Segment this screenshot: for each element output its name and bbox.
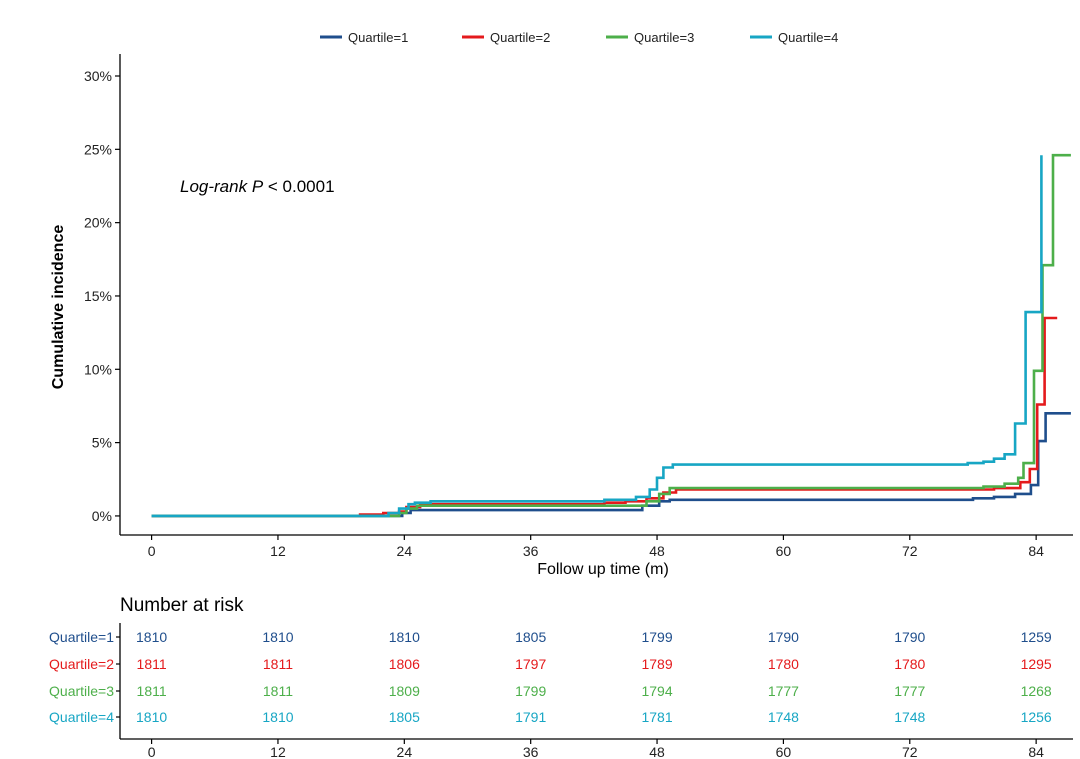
risk-row-label: Quartile=3: [49, 683, 114, 699]
risk-cell: 1810: [262, 709, 293, 725]
risk-x-tick-label: 36: [523, 744, 539, 759]
risk-cell: 1811: [137, 683, 167, 699]
risk-cell: 1748: [768, 709, 799, 725]
risk-x-tick-label: 24: [397, 744, 413, 759]
risk-cell: 1809: [389, 683, 420, 699]
legend-label: Quartile=1: [348, 30, 408, 45]
risk-cell: 1810: [136, 709, 167, 725]
risk-cell: 1790: [894, 629, 925, 645]
risk-x-tick-label: 0: [148, 744, 156, 759]
risk-cell: 1789: [641, 656, 672, 672]
y-tick-label: 5%: [92, 435, 112, 451]
plot-area: 0% 5% 10% 15% 20% 25% 30% 0 12 24 36 48 60 72 84: [84, 54, 1073, 559]
series-line-quartile-2: [151, 316, 1058, 518]
risk-row-quartile-2: Quartile=2 1811 1811 1806 1797 1789 1780 1780 12…: [49, 656, 1052, 672]
risk-cell: 1810: [136, 629, 167, 645]
risk-cell: 1805: [515, 629, 546, 645]
x-tick-label: 24: [397, 543, 413, 559]
p-value: < 0.0001: [263, 177, 334, 196]
risk-x-tick-label: 12: [270, 744, 286, 759]
risk-cell: 1799: [641, 629, 672, 645]
risk-row-label: Quartile=4: [49, 709, 114, 725]
risk-row-label: Quartile=2: [49, 656, 114, 672]
risk-cell: 1791: [515, 709, 546, 725]
log-rank-annotation: Log-rank P < 0.0001: [180, 177, 335, 196]
risk-cell: 1268: [1021, 683, 1052, 699]
risk-row-quartile-4: Quartile=4 1810 1810 1805 1791 1781 1748 1748 12…: [49, 709, 1052, 725]
y-axis-label: Cumulative incidence: [50, 225, 67, 390]
risk-row-quartile-1: Quartile=1 1810 1810 1810 1805 1799 1790 1790 12…: [49, 629, 1052, 645]
y-axis-ticks: 0% 5% 10% 15% 20% 25% 30%: [84, 68, 120, 524]
legend-item-quartile-2: Quartile=2: [462, 30, 550, 45]
legend-item-quartile-1: Quartile=1: [320, 30, 408, 45]
series-line-quartile-4: [151, 155, 1043, 518]
x-tick-label: 12: [270, 543, 286, 559]
log-rank-label: Log-rank P: [180, 177, 264, 196]
x-tick-label: 72: [902, 543, 918, 559]
risk-cell: 1799: [515, 683, 546, 699]
risk-cell: 1781: [641, 709, 672, 725]
y-tick-label: 10%: [84, 361, 112, 377]
risk-row-quartile-3: Quartile=3 1811 1811 1809 1799 1794 1777 1777 12…: [49, 683, 1052, 699]
series-line-quartile-3: [151, 153, 1071, 518]
y-tick-label: 20%: [84, 215, 112, 231]
risk-table-x-ticks: 0 12 24 36 48 60 72 84: [148, 739, 1044, 759]
x-axis-label: Follow up time (m): [537, 561, 669, 578]
risk-table-title: Number at risk: [120, 595, 244, 616]
risk-cell: 1748: [894, 709, 925, 725]
series-lines: [151, 153, 1071, 518]
risk-cell: 1794: [641, 683, 672, 699]
risk-cell: 1811: [263, 656, 293, 672]
risk-table: Number at risk Quartile=1 1810 1810 1810 180…: [49, 595, 1073, 759]
legend-label: Quartile=3: [634, 30, 694, 45]
risk-cell: 1256: [1021, 709, 1052, 725]
y-tick-label: 30%: [84, 68, 112, 84]
risk-cell: 1777: [768, 683, 799, 699]
legend-item-quartile-4: Quartile=4: [750, 30, 838, 45]
risk-row-label: Quartile=1: [49, 629, 114, 645]
x-tick-label: 60: [776, 543, 792, 559]
x-tick-label: 84: [1028, 543, 1044, 559]
risk-cell: 1811: [263, 683, 293, 699]
x-tick-label: 0: [148, 543, 156, 559]
y-tick-label: 15%: [84, 288, 112, 304]
risk-cell: 1810: [262, 629, 293, 645]
series-line-quartile-1: [151, 412, 1071, 518]
risk-cell: 1780: [894, 656, 925, 672]
legend-item-quartile-3: Quartile=3: [606, 30, 694, 45]
risk-x-tick-label: 72: [902, 744, 918, 759]
risk-cell: 1780: [768, 656, 799, 672]
risk-cell: 1811: [137, 656, 167, 672]
risk-cell: 1259: [1021, 629, 1052, 645]
y-tick-label: 25%: [84, 141, 112, 157]
legend-label: Quartile=2: [490, 30, 550, 45]
risk-table-rows: Quartile=1 1810 1810 1810 1805 1799 1790 1790 12…: [49, 629, 1052, 725]
risk-cell: 1805: [389, 709, 420, 725]
x-tick-label: 48: [649, 543, 665, 559]
x-axis-ticks: 0 12 24 36 48 60 72 84: [148, 535, 1044, 559]
risk-x-tick-label: 48: [649, 744, 665, 759]
legend: Quartile=1 Quartile=2 Quartile=3 Quartile=4: [320, 30, 838, 45]
risk-cell: 1777: [894, 683, 925, 699]
x-tick-label: 36: [523, 543, 539, 559]
risk-cell: 1295: [1021, 656, 1052, 672]
risk-cell: 1797: [515, 656, 546, 672]
risk-x-tick-label: 84: [1028, 744, 1044, 759]
risk-cell: 1810: [389, 629, 420, 645]
y-tick-label: 0%: [92, 508, 112, 524]
risk-cell: 1806: [389, 656, 420, 672]
legend-label: Quartile=4: [778, 30, 838, 45]
risk-cell: 1790: [768, 629, 799, 645]
risk-x-tick-label: 60: [776, 744, 792, 759]
